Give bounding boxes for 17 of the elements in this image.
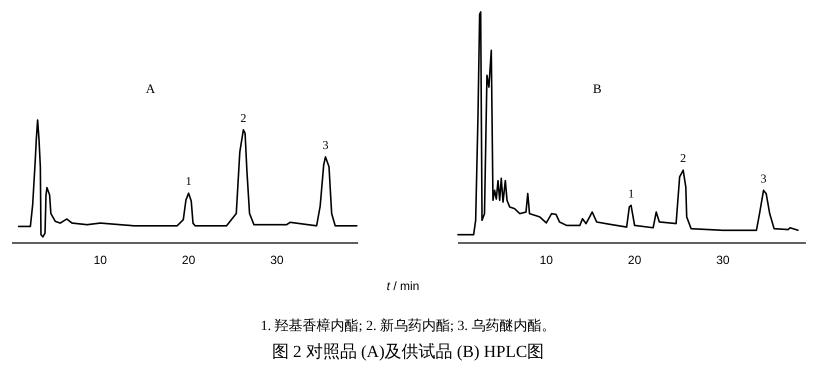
annotation: 3 (322, 138, 328, 152)
chart-title: A (146, 81, 156, 96)
x-tick-label: 30 (716, 253, 730, 267)
annotation: 2 (680, 151, 686, 166)
text: 1. 羟基香樟内酯; 2. 新乌药内酯; 3. 乌药醚内酯。 (260, 318, 556, 334)
annotation: 1 (186, 174, 192, 188)
x-tick-label: 20 (628, 253, 642, 267)
x-axis-title: t / min (386, 279, 420, 293)
x-tick-label: 10 (540, 253, 554, 267)
x-tick-label: 30 (270, 253, 284, 267)
annotation: 2 (240, 110, 246, 125)
text: B (592, 81, 602, 96)
caption: 图 2 对照品 (A)及供试品 (B) HPLC图 (272, 342, 544, 361)
annotation: 3 (760, 171, 767, 186)
x-tick-label: 20 (182, 253, 196, 267)
x-tick-label: 10 (94, 253, 108, 267)
annotation: 1 (628, 186, 634, 200)
